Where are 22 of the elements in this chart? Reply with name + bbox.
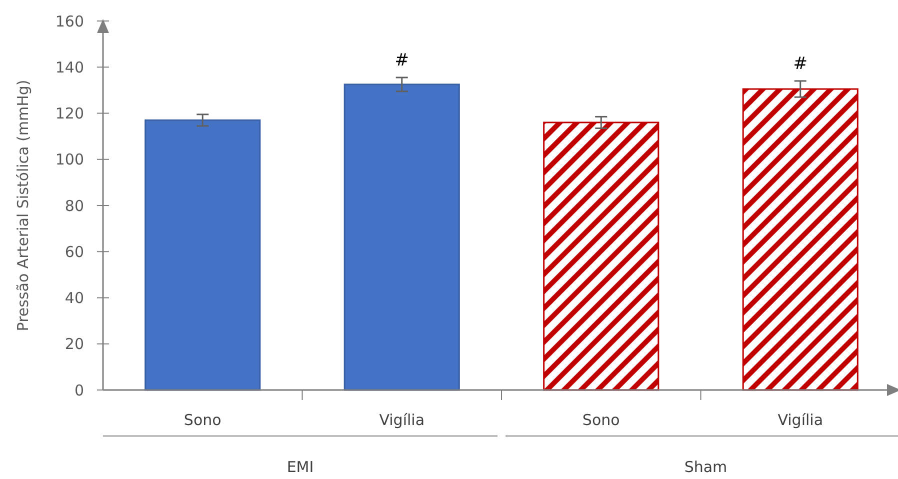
data-label: # — [394, 50, 409, 71]
y-tick-label: 120 — [55, 104, 84, 122]
x-tick-label: Vigília — [379, 411, 425, 429]
bar — [543, 122, 660, 391]
bar — [742, 88, 858, 391]
x-tick-label: Sono — [184, 411, 222, 429]
y-axis-title: Pressão Arterial Sistólica (mmHg) — [14, 80, 32, 332]
bar — [144, 119, 261, 391]
bar — [344, 84, 460, 391]
y-tick-label: 80 — [64, 196, 84, 215]
y-tick-label: 140 — [55, 58, 84, 76]
y-tick-label: 40 — [64, 289, 84, 307]
y-tick-label: 0 — [74, 381, 84, 400]
y-tick-label: 60 — [64, 242, 84, 261]
y-tick-label: 100 — [55, 150, 84, 169]
text: EMI — [286, 458, 314, 476]
x-tick-label: Sono — [582, 411, 620, 429]
y-tick-label: 20 — [64, 335, 84, 354]
text: Sham — [684, 458, 728, 476]
x-tick-label: Vigília — [778, 411, 824, 429]
y-tick-label: 160 — [55, 12, 84, 30]
data-label: # — [793, 54, 808, 74]
